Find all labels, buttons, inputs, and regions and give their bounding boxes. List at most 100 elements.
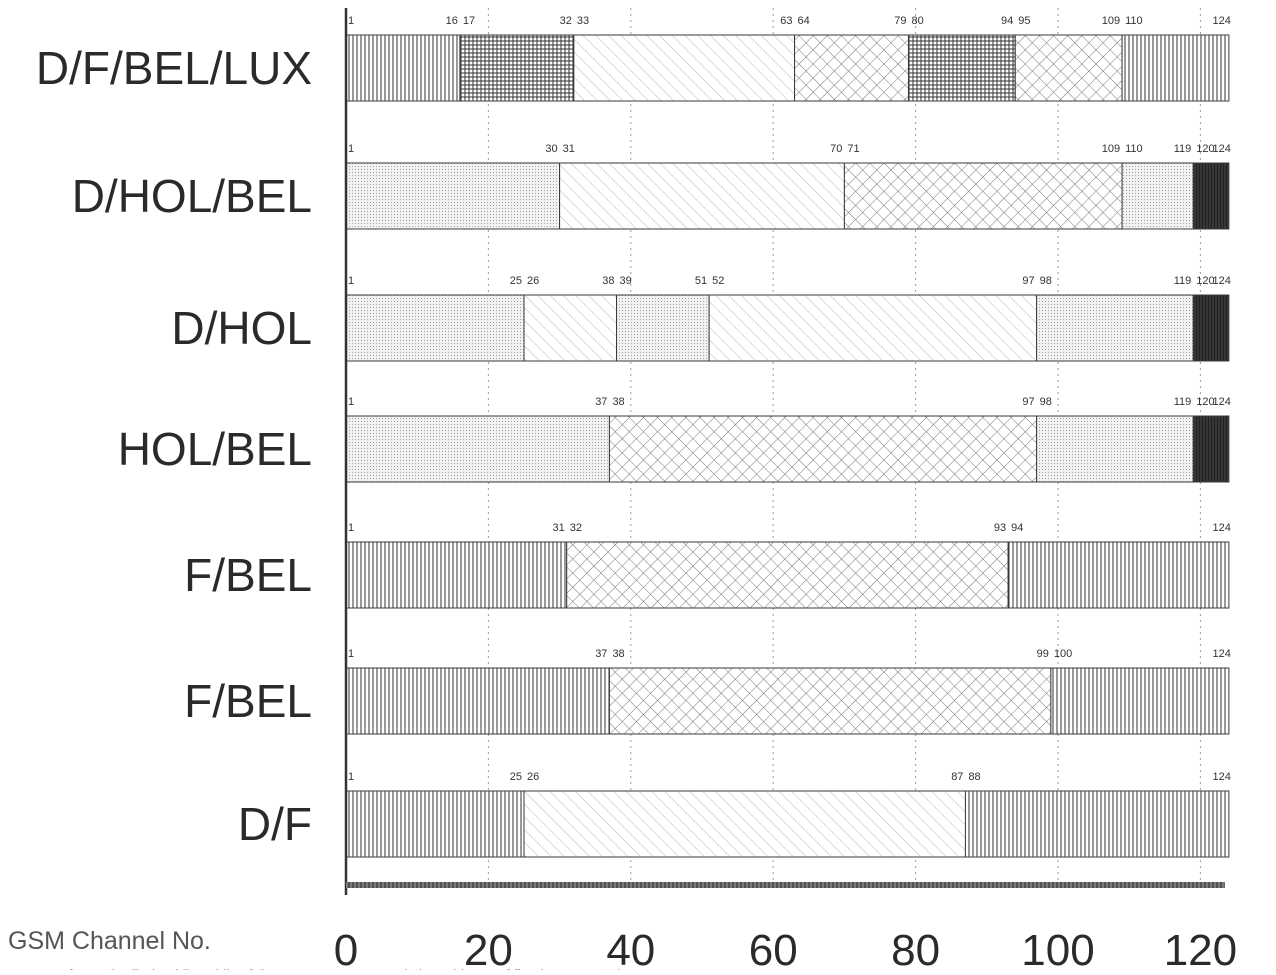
x-axis: 0 20 40 60 80 100 120 GSM Channel No. as far as … [8,8,1237,975]
boundary-label: 71 [847,143,859,155]
segment-dots [1121,162,1194,230]
boundary-label: 124 [1213,648,1231,660]
boundary-label: 51 [695,275,707,287]
boundary-label: 30 [545,143,557,155]
segment-diagonal [708,294,1038,362]
boundary-label: 31 [563,143,575,155]
boundary-label: 110 [1125,143,1143,155]
boundary-label: 80 [911,15,923,27]
x-tick-label: 0 [334,926,358,970]
segment-solid [1192,294,1230,362]
boundary-label: 38 [612,648,624,660]
boundary-label: 33 [577,15,589,27]
boundary-label: 93 [994,522,1006,534]
boundary-label: 1 [348,275,354,287]
segment-vertical [345,34,461,102]
boundary-label: 95 [1018,15,1030,27]
boundary-label: 120 [1196,143,1214,155]
boundary-label: 64 [798,15,810,27]
row-label: D/F/BEL/LUX [36,42,312,94]
segment-vertical [345,541,568,609]
segment-crosshatch [843,162,1123,230]
row-5: F/BEL 1 37 38 99 100 124 [184,648,1231,735]
row-label: F/BEL [184,675,312,727]
boundary-label: 124 [1213,396,1231,408]
row-label: HOL/BEL [118,423,312,475]
boundary-label: 100 [1054,648,1072,660]
segment-solid [1192,162,1230,230]
segment-diagonal [523,790,966,858]
boundary-label: 25 [510,275,522,287]
boundary-label: 124 [1213,275,1231,287]
segment-crosshatch [566,541,1009,609]
boundary-label: 94 [1011,522,1023,534]
segment-dots [345,162,561,230]
grid-lines [487,8,1201,881]
boundary-label: 1 [348,522,354,534]
boundary-label: 37 [595,396,607,408]
segment-dots [345,415,610,483]
boundary-label: 124 [1213,771,1231,783]
segment-solid [1192,415,1230,483]
x-tick-label: 20 [464,926,513,970]
segment-crosshatch [608,415,1038,483]
x-axis-band [346,882,1225,888]
segment-dots [345,294,525,362]
segment-diagonal [573,34,796,102]
boundary-label: 124 [1213,143,1231,155]
boundary-label: 87 [951,771,963,783]
x-tick-label: 100 [1021,926,1094,970]
segment-vertical [1007,541,1230,609]
boundary-label: 119 [1174,143,1192,155]
boundary-label: 32 [560,15,572,27]
row-0: D/F/BEL/LUX 1 16 17 32 33 63 64 79 80 94 95 109 110 12… [36,15,1231,102]
x-tick-label: 80 [891,926,940,970]
boundary-label: 94 [1001,15,1013,27]
segment-crosshatch [794,34,909,102]
boundary-label: 98 [1040,275,1052,287]
boundary-label: 37 [595,648,607,660]
boundary-label: 63 [780,15,792,27]
footnote-text: as far as the Federal Republic of German… [50,966,643,970]
boundary-label: 119 [1174,275,1192,287]
boundary-label: 26 [527,771,539,783]
x-tick-label: 40 [606,926,655,970]
segment-vertical [345,667,610,735]
boundary-label: 1 [348,15,354,27]
segment-dots [616,294,710,362]
boundary-label: 32 [570,522,582,534]
boundary-label: 31 [552,522,564,534]
boundary-label: 17 [463,15,475,27]
segment-grid [907,34,1016,102]
boundary-label: 52 [712,275,724,287]
x-tick-label: 60 [749,926,798,970]
row-label: F/BEL [184,549,312,601]
segment-diagonal [523,294,618,362]
boundary-label: 109 [1102,15,1120,27]
boundary-label: 16 [446,15,458,27]
boundary-label: 1 [348,648,354,660]
segment-vertical [345,790,525,858]
x-axis-title: GSM Channel No. [8,927,211,955]
boundary-label: 1 [348,396,354,408]
boundary-label: 25 [510,771,522,783]
boundary-label: 1 [348,771,354,783]
segment-dots [1036,415,1194,483]
segment-vertical [1121,34,1230,102]
row-label: D/HOL [171,302,312,354]
segment-dots [1036,294,1194,362]
boundary-label: 70 [830,143,842,155]
row-6: D/F 1 25 26 87 88 124 [238,771,1231,858]
segment-vertical [964,790,1230,858]
boundary-label: 1 [348,143,354,155]
boundary-label: 124 [1213,15,1231,27]
boundary-label: 79 [894,15,906,27]
boundary-label: 119 [1174,396,1192,408]
boundary-label: 26 [527,275,539,287]
boundary-label: 120 [1196,396,1214,408]
row-label: D/F [238,798,312,850]
